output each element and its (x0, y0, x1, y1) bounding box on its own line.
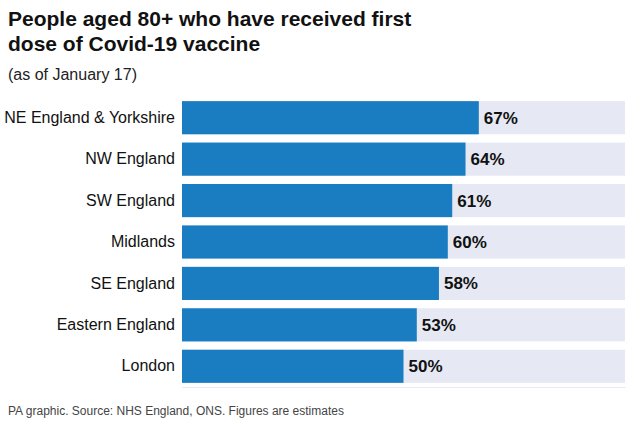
data-label: 53% (422, 316, 456, 335)
y-tick-label: NE England & Yorkshire (4, 109, 175, 126)
y-tick: Eastern England (57, 316, 182, 333)
bar (182, 308, 417, 341)
y-tick: London (122, 357, 182, 374)
bar (182, 225, 448, 258)
bar (182, 143, 466, 176)
bar-track (182, 308, 625, 341)
bar-track (182, 184, 625, 217)
y-tick-label: SE England (90, 275, 175, 292)
y-tick: Midlands (111, 233, 182, 250)
data-labels: 67% 64% 61% 60% 58% 53% 50% (409, 109, 518, 377)
bar-track (182, 225, 625, 258)
y-tick: SW England (86, 192, 182, 209)
data-label: 61% (457, 192, 491, 211)
bar (182, 350, 404, 383)
chart: People aged 80+ who have received firstd… (0, 0, 640, 424)
y-axis: NE England & Yorkshire NW England SW Engla… (4, 109, 182, 375)
x-axis-line (183, 387, 626, 388)
y-tick-label: London (122, 357, 175, 374)
footer: PA graphic. Source: NHS England, ONS. Fi… (8, 404, 344, 418)
bar (182, 101, 479, 134)
data-label: 64% (471, 150, 505, 169)
y-tick-label: Midlands (111, 233, 175, 250)
data-label: 60% (453, 233, 487, 252)
data-label: 50% (409, 357, 443, 376)
bar (182, 184, 452, 217)
y-tick-label: SW England (86, 192, 175, 209)
bar-track (182, 267, 625, 300)
data-label: 58% (444, 274, 478, 293)
title: People aged 80+ who have received firstd… (8, 7, 411, 55)
bar (182, 267, 439, 300)
y-tick: SE England (90, 275, 182, 292)
y-tick-label: NW England (85, 150, 175, 167)
subtitle: (as of January 17) (8, 66, 137, 83)
bar-track (182, 350, 625, 383)
y-tick-label: Eastern England (57, 316, 175, 333)
plot-area (182, 101, 625, 383)
data-label: 67% (484, 109, 518, 128)
x-axis (183, 387, 626, 388)
bar-track (182, 143, 625, 176)
bar-track (182, 101, 625, 134)
y-tick: NW England (85, 150, 182, 167)
y-tick: NE England & Yorkshire (4, 109, 182, 126)
